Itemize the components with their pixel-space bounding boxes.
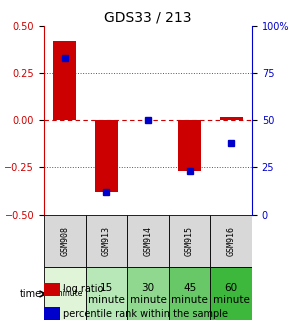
Bar <box>86 267 127 320</box>
Text: GSM915: GSM915 <box>185 226 194 256</box>
Bar <box>169 215 210 267</box>
Bar <box>127 267 169 320</box>
Text: 60
minute: 60 minute <box>213 283 250 305</box>
Bar <box>169 267 210 320</box>
Bar <box>44 215 86 267</box>
Text: GSM913: GSM913 <box>102 226 111 256</box>
Bar <box>44 267 86 320</box>
Bar <box>53 41 76 120</box>
Bar <box>220 116 243 120</box>
Text: GSM914: GSM914 <box>144 226 152 256</box>
Bar <box>210 215 252 267</box>
Text: 5 minute: 5 minute <box>47 289 82 299</box>
Text: 45
minute: 45 minute <box>171 283 208 305</box>
Bar <box>95 120 118 192</box>
Bar <box>127 215 169 267</box>
Text: 30
minute: 30 minute <box>130 283 166 305</box>
Text: log ratio: log ratio <box>63 284 103 294</box>
Text: GSM908: GSM908 <box>60 226 69 256</box>
Title: GDS33 / 213: GDS33 / 213 <box>104 11 192 25</box>
Bar <box>178 120 201 171</box>
Text: percentile rank within the sample: percentile rank within the sample <box>63 309 228 319</box>
Bar <box>86 215 127 267</box>
Text: time: time <box>20 289 42 299</box>
Bar <box>210 267 252 320</box>
Text: 15
minute: 15 minute <box>88 283 125 305</box>
Text: GSM916: GSM916 <box>227 226 236 256</box>
